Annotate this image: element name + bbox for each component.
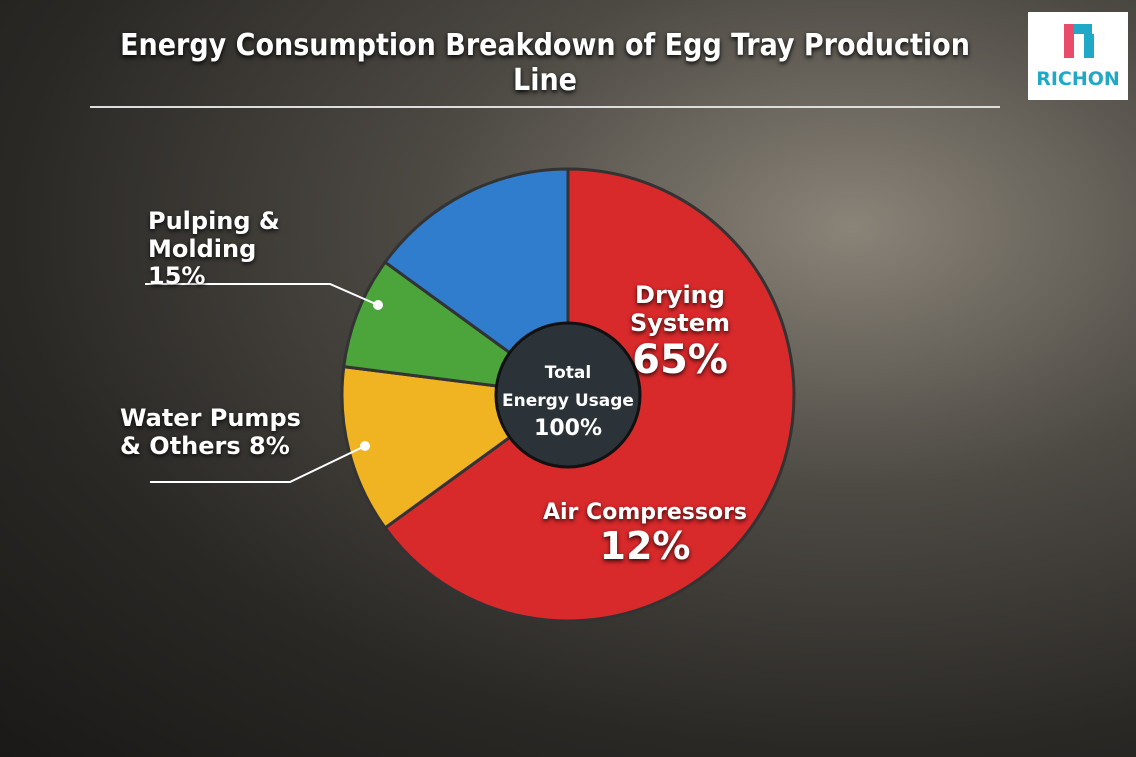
- slice-label: Air Compressors 12%: [540, 500, 750, 569]
- center-text: Total: [545, 363, 591, 383]
- value-label: 65%: [632, 337, 728, 384]
- slice-label: Water Pumps & Others 8%: [120, 404, 310, 460]
- logo-text: RICHON: [1036, 68, 1120, 90]
- leader-dot: [360, 441, 370, 451]
- leader-dot: [373, 300, 383, 310]
- slice-label: Drying System 65%: [585, 281, 775, 384]
- leader-line: [150, 445, 366, 483]
- logo-icon: [1064, 24, 1094, 58]
- chart-title: Energy Consumption Breakdown of Egg Tray…: [90, 28, 1000, 108]
- center-text: 100%: [534, 416, 602, 441]
- value-label: 12%: [599, 524, 691, 569]
- center-text: Energy Usage: [502, 391, 634, 411]
- category-label: Drying System: [630, 281, 730, 337]
- leader-line: [145, 283, 379, 306]
- category-label: Pulping & Molding: [148, 207, 280, 263]
- center-hole: [494, 321, 642, 469]
- category-label: Water Pumps & Others: [120, 404, 301, 460]
- value-label: 8%: [249, 431, 290, 460]
- logo: RICHON: [1028, 12, 1128, 100]
- value-label: 15%: [148, 262, 206, 291]
- category-label: Air Compressors: [542, 500, 748, 525]
- slice-label: Pulping & Molding 15%: [148, 207, 318, 291]
